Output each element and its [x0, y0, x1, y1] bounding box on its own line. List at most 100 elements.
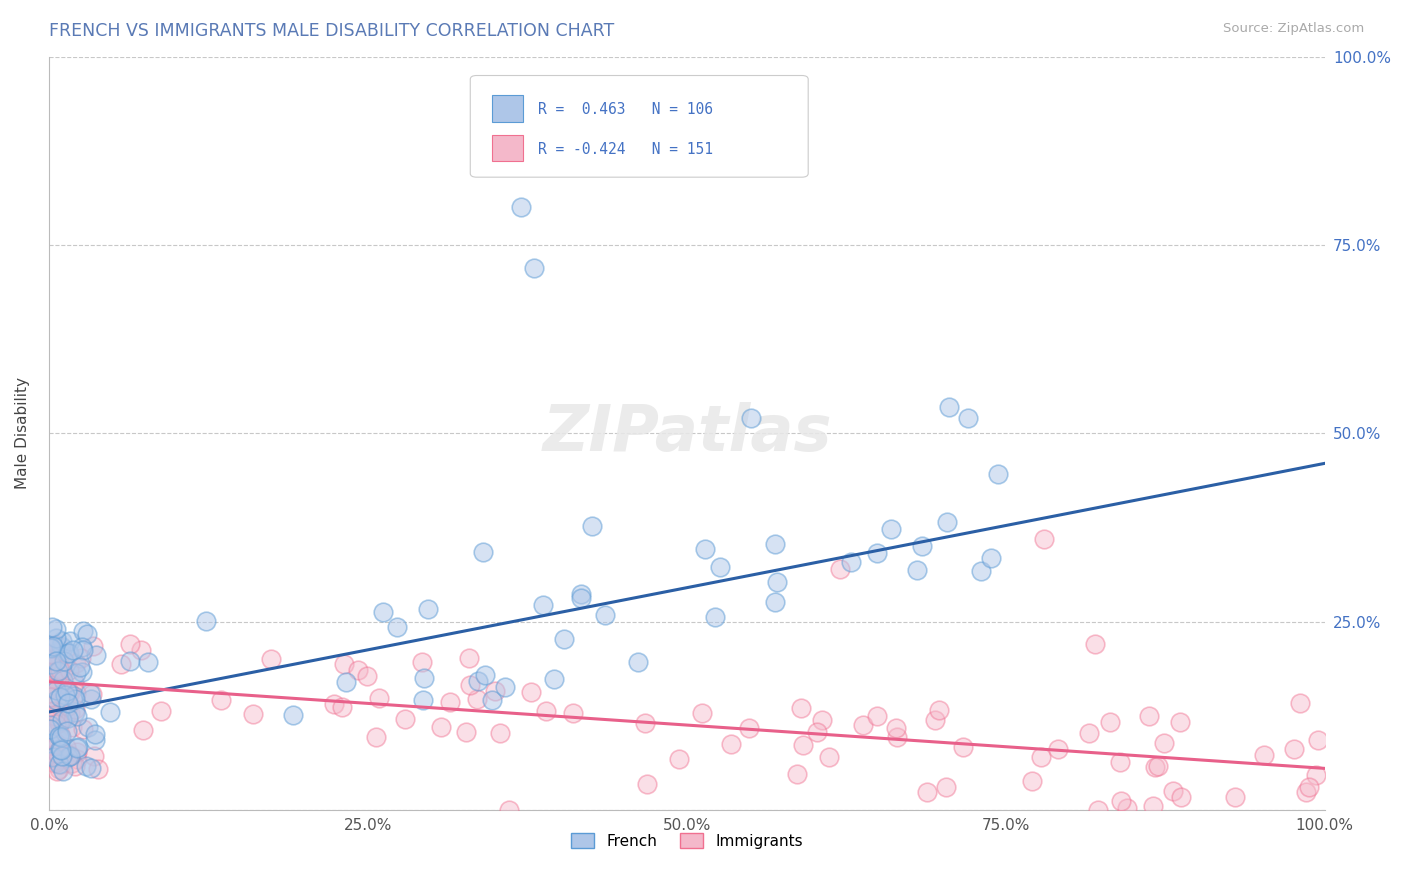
Point — [569, 591, 592, 606]
Point — [571, 587, 593, 601]
Point — [49, 741, 72, 756]
Point — [39, 657, 62, 671]
Point — [55, 740, 77, 755]
Point — [411, 655, 433, 669]
Point — [593, 607, 616, 622]
Point — [46, 738, 69, 752]
Point — [51, 634, 73, 648]
Point — [58, 664, 80, 678]
Point — [333, 657, 356, 672]
Point — [76, 720, 98, 734]
Point — [1282, 741, 1305, 756]
Point — [84, 733, 107, 747]
Point — [79, 686, 101, 700]
Point — [880, 522, 903, 536]
Point — [412, 693, 434, 707]
Point — [39, 717, 62, 731]
Point — [810, 714, 832, 728]
Point — [980, 550, 1002, 565]
FancyBboxPatch shape — [492, 95, 523, 122]
Point — [44, 756, 66, 771]
Point — [454, 725, 477, 739]
Point — [531, 599, 554, 613]
Point — [322, 697, 344, 711]
Point — [498, 803, 520, 817]
Point — [1142, 798, 1164, 813]
Point — [45, 657, 67, 672]
Point — [1161, 783, 1184, 797]
Point — [38, 704, 60, 718]
Point — [60, 756, 83, 771]
Point — [65, 656, 87, 670]
Point — [79, 761, 101, 775]
Point — [763, 594, 786, 608]
Point — [510, 200, 533, 214]
Point — [42, 704, 65, 718]
Point — [41, 739, 63, 753]
Point — [42, 741, 65, 756]
Point — [52, 673, 75, 688]
Point — [1078, 725, 1101, 739]
Point — [46, 664, 69, 678]
Point — [44, 639, 66, 653]
Point — [46, 648, 69, 662]
Point — [1021, 774, 1043, 789]
Point — [48, 762, 70, 776]
Point — [39, 651, 62, 665]
Point — [523, 260, 546, 275]
Point — [53, 695, 76, 709]
Point — [385, 619, 408, 633]
Point — [839, 555, 862, 569]
Point — [70, 651, 93, 665]
Point — [42, 639, 65, 653]
Point — [1143, 760, 1166, 774]
Text: Source: ZipAtlas.com: Source: ZipAtlas.com — [1223, 22, 1364, 36]
Point — [66, 746, 89, 760]
Point — [56, 723, 79, 738]
Point — [49, 730, 72, 744]
Point — [45, 697, 67, 711]
Point — [45, 753, 67, 767]
Point — [52, 654, 75, 668]
Point — [72, 624, 94, 639]
Point — [45, 655, 67, 669]
Point — [51, 714, 73, 728]
Point — [39, 738, 62, 752]
Text: ZIPatlas: ZIPatlas — [543, 402, 832, 464]
Point — [766, 574, 789, 589]
Point — [52, 705, 75, 719]
Point — [439, 695, 461, 709]
Legend: French, Immigrants: French, Immigrants — [565, 827, 808, 855]
Point — [194, 614, 217, 628]
Point — [1031, 750, 1053, 764]
Point — [45, 764, 67, 779]
Point — [952, 739, 974, 754]
Point — [82, 639, 104, 653]
Point — [1099, 715, 1122, 730]
Point — [53, 688, 76, 702]
Text: FRENCH VS IMMIGRANTS MALE DISABILITY CORRELATION CHART: FRENCH VS IMMIGRANTS MALE DISABILITY COR… — [49, 22, 614, 40]
Point — [49, 640, 72, 654]
Point — [828, 562, 851, 576]
Point — [457, 651, 479, 665]
Point — [48, 672, 70, 686]
Point — [1137, 709, 1160, 723]
Point — [63, 702, 86, 716]
Point — [806, 724, 828, 739]
Point — [39, 736, 62, 750]
Point — [668, 752, 690, 766]
Point — [62, 643, 84, 657]
Point — [970, 564, 993, 578]
Point — [65, 692, 87, 706]
Point — [209, 692, 232, 706]
Point — [690, 706, 713, 721]
Point — [330, 700, 353, 714]
Point — [63, 759, 86, 773]
Point — [87, 763, 110, 777]
Point — [789, 701, 811, 715]
Point — [1305, 768, 1327, 782]
Point — [132, 723, 155, 737]
Point — [1109, 794, 1132, 808]
Point — [346, 663, 368, 677]
Point — [56, 646, 79, 660]
